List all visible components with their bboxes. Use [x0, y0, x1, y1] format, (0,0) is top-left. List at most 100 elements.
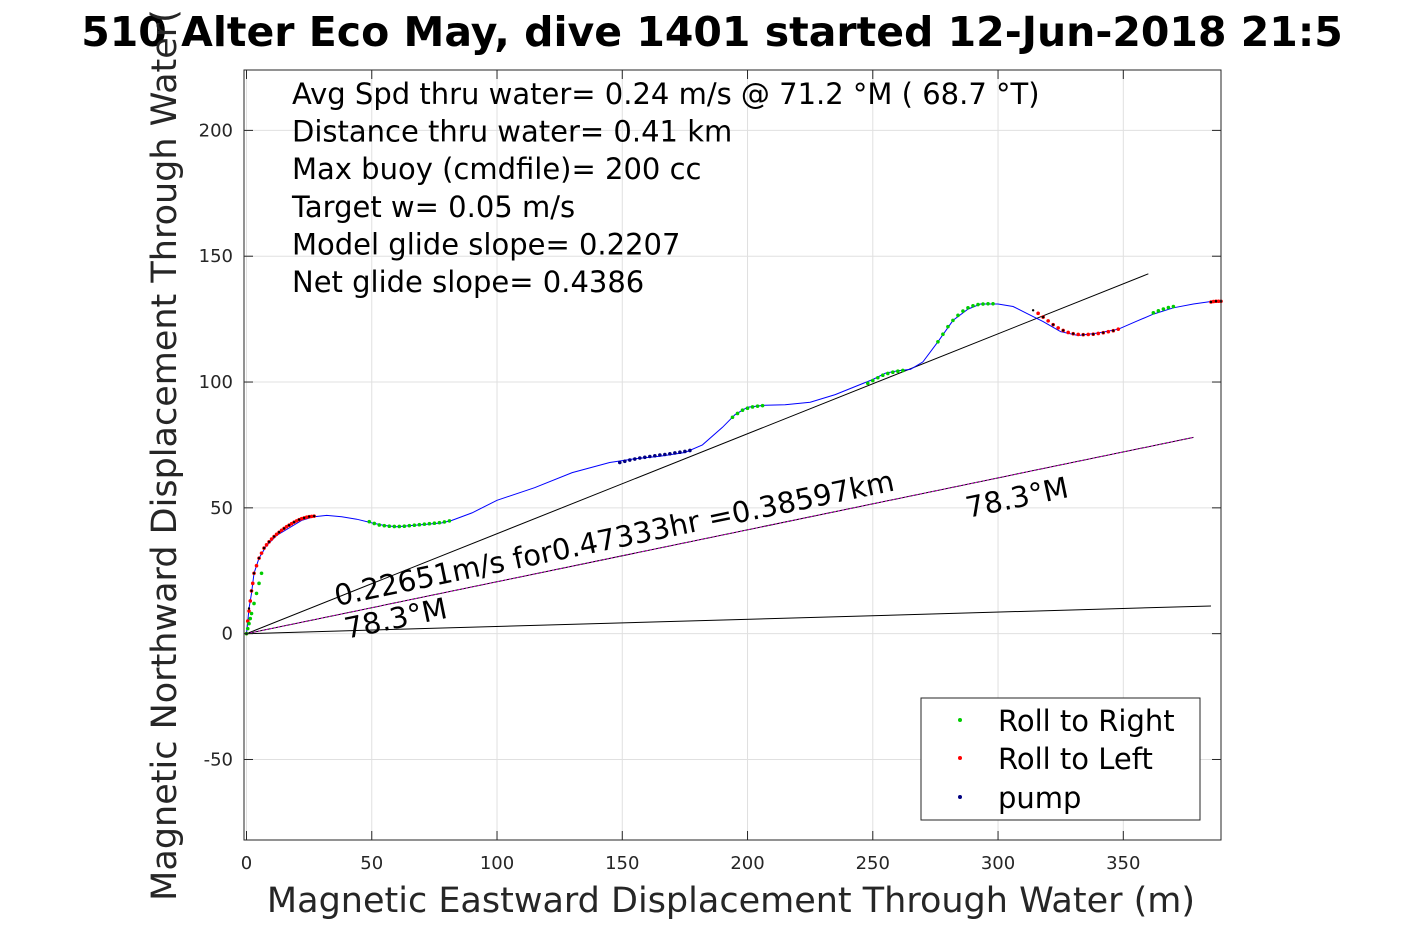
- roll-right-point: [402, 524, 407, 529]
- roll-right-point: [941, 332, 945, 337]
- plot-frame: [243, 69, 1222, 841]
- y-tick-label: 50: [210, 498, 233, 519]
- roll-right-point: [760, 403, 765, 408]
- info-line: Model glide slope= 0.2207: [292, 227, 680, 261]
- roll-right-point: [735, 411, 740, 416]
- roll-right-point: [372, 521, 377, 526]
- pump-point: [648, 454, 652, 459]
- roll-right-point: [986, 301, 990, 306]
- roll-right-point: [951, 318, 955, 323]
- reference-lines: [246, 273, 1211, 635]
- roll-right-point: [1171, 304, 1176, 309]
- roll-left-point: [1116, 327, 1121, 331]
- reference-line: [246, 273, 1149, 635]
- roll-left-point: [1046, 319, 1050, 323]
- roll-right-point: [1161, 307, 1166, 311]
- roll-right-point: [865, 381, 870, 386]
- info-line: Distance thru water= 0.41 km: [292, 115, 732, 149]
- roll-right-point: [745, 406, 750, 410]
- roll-right-point: [971, 303, 975, 308]
- roll-right-point: [417, 522, 422, 527]
- pump-point: [302, 516, 306, 520]
- roll-right-point: [946, 324, 950, 329]
- pump-point: [673, 451, 677, 455]
- pump-point: [297, 518, 301, 521]
- roll-left-point: [250, 581, 255, 586]
- pump-point: [678, 450, 682, 455]
- pump-point: [1061, 329, 1065, 332]
- roll-left-point: [1106, 329, 1111, 334]
- x-tick-label: 100: [480, 853, 514, 874]
- pump-point: [1214, 300, 1218, 303]
- pump-point: [617, 460, 622, 465]
- x-tick-label: 350: [1106, 853, 1140, 874]
- info-line: Max buoy (cmdfile)= 200 cc: [292, 152, 701, 186]
- roll-right-point: [257, 581, 261, 586]
- x-axis-label: Magnetic Eastward Displacement Through W…: [267, 881, 1195, 921]
- roll-right-point: [896, 369, 900, 374]
- roll-right-point: [875, 375, 880, 380]
- pump-point: [1041, 315, 1045, 319]
- roll-right-point: [249, 611, 254, 616]
- roll-right-point: [247, 621, 251, 626]
- roll-right-point: [387, 524, 392, 529]
- roll-right-point: [422, 522, 427, 526]
- roll-right-point: [392, 524, 397, 529]
- pump-point: [663, 452, 667, 457]
- pump-point: [627, 458, 632, 462]
- pump-point: [643, 455, 647, 460]
- x-tick-label: 50: [360, 853, 383, 874]
- grid: [244, 70, 1221, 840]
- markers: [244, 299, 1223, 636]
- roll-right-point: [412, 523, 417, 528]
- roll-right-point: [1156, 309, 1161, 313]
- roll-right-point: [1166, 305, 1171, 310]
- roll-left-point: [247, 609, 251, 613]
- reference-line: [246, 436, 1194, 635]
- pump-point: [250, 589, 253, 593]
- legend-box: [920, 697, 1201, 821]
- pump-point: [1071, 332, 1075, 335]
- pump-point: [1082, 333, 1085, 336]
- info-line: Avg Spd thru water= 0.24 m/s @ 71.2 °M (…: [292, 77, 1040, 111]
- info-line: Net glide slope= 0.4386: [292, 265, 644, 299]
- pump-point: [287, 524, 291, 527]
- pump-point: [307, 515, 311, 518]
- pump-point: [257, 556, 261, 560]
- pump-point: [272, 535, 276, 538]
- pump-point: [292, 520, 296, 524]
- pump-point: [252, 572, 256, 575]
- chart-title: 510 Alter Eco May, dive 1401 started 12-…: [81, 8, 1343, 56]
- roll-right-point: [377, 523, 382, 527]
- y-tick-label: 100: [199, 372, 233, 393]
- roll-left-point: [1086, 332, 1091, 337]
- roll-left-point: [1096, 331, 1101, 336]
- axis-ticks: 0 50 100 150 200 250 300 350 -50 0 50 100 150 200: [199, 70, 1221, 874]
- roll-right-point: [437, 520, 442, 525]
- x-tick-label: 300: [981, 853, 1015, 874]
- x-tick-label: 200: [730, 853, 764, 874]
- roll-right-point: [881, 373, 885, 378]
- roll-right-point: [886, 371, 890, 376]
- y-tick-label: 0: [222, 624, 233, 645]
- roll-left-point: [1076, 332, 1081, 337]
- roll-right-point: [407, 523, 412, 528]
- pump-point: [668, 451, 672, 456]
- legend-label-pump: pump: [998, 781, 1081, 815]
- pump-point: [1092, 333, 1095, 336]
- legend-marker-roll-right: [958, 718, 962, 722]
- pump-point: [1102, 331, 1105, 334]
- legend-marker-pump: [958, 795, 962, 799]
- pump-point: [312, 514, 316, 518]
- roll-right-point: [891, 370, 895, 375]
- pump-point: [658, 453, 662, 457]
- roll-right-point: [961, 309, 965, 313]
- roll-right-point: [870, 378, 875, 383]
- pump-point: [277, 531, 281, 534]
- roll-left-point: [1066, 330, 1070, 335]
- pump-point: [262, 546, 266, 550]
- roll-right-point: [367, 519, 372, 524]
- roll-left-point: [1216, 299, 1221, 304]
- roll-right-point: [397, 524, 402, 529]
- pump-point: [1112, 329, 1115, 332]
